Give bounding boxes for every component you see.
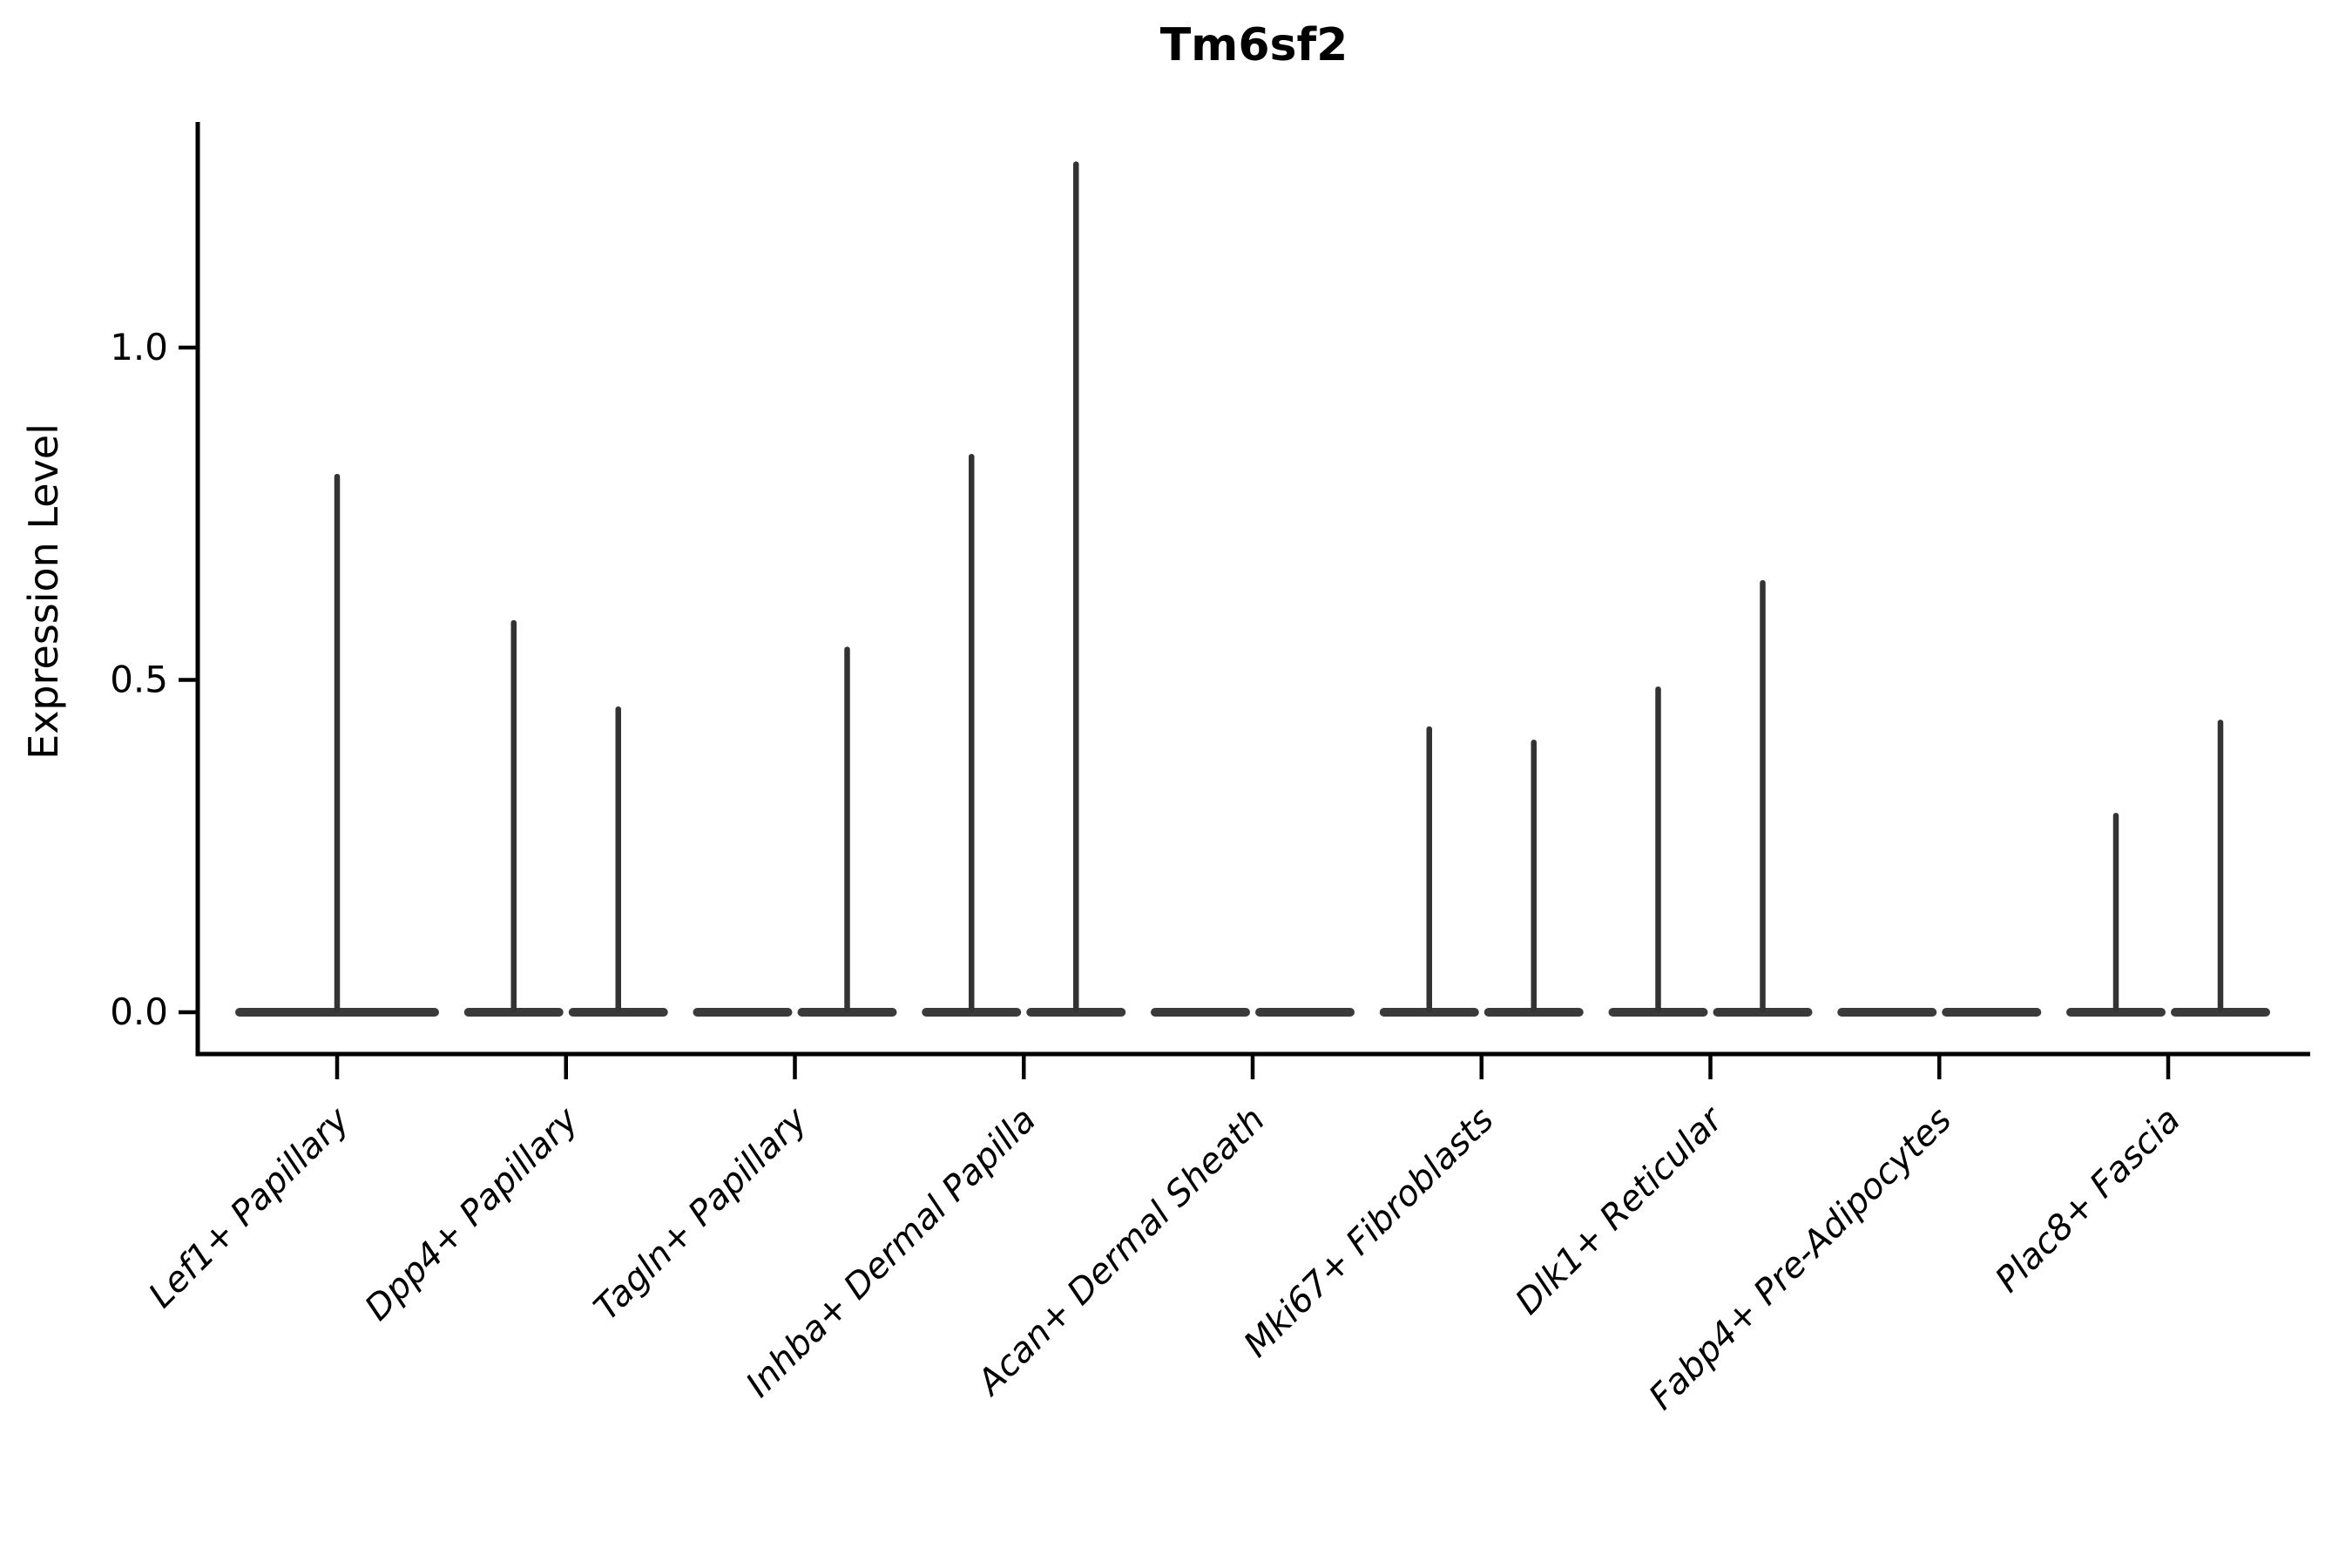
x-tick-label: Plac8+ Fascia bbox=[1988, 1100, 2188, 1301]
violin-spike bbox=[844, 646, 850, 1012]
y-tick-label: 1.0 bbox=[110, 326, 168, 368]
y-tick-label: 0.0 bbox=[110, 990, 168, 1033]
violin-spike bbox=[1655, 686, 1661, 1012]
violin-body bbox=[1942, 1008, 2042, 1017]
violin-body bbox=[1151, 1008, 1250, 1017]
violin-spike bbox=[969, 454, 975, 1012]
x-tick-label: Mki67+ Fibroblasts bbox=[1236, 1100, 1502, 1366]
x-tick-label: Tagln+ Papillary bbox=[586, 1099, 815, 1328]
violin-spike bbox=[510, 619, 517, 1012]
violin-spike bbox=[615, 706, 621, 1012]
violin-spike bbox=[1426, 726, 1432, 1012]
violin-spike bbox=[1531, 740, 1537, 1012]
violin-body bbox=[1255, 1008, 1355, 1017]
violin-spike bbox=[2112, 813, 2119, 1012]
chart-title: Tm6sf2 bbox=[1159, 19, 1348, 71]
y-tick-label: 0.5 bbox=[110, 659, 168, 701]
violin-spike bbox=[1760, 580, 1766, 1012]
violin-body bbox=[1837, 1008, 1937, 1017]
violin-spike bbox=[1073, 161, 1079, 1013]
x-tick-label: Lef1+ Papillary bbox=[141, 1099, 358, 1316]
violin-spike bbox=[334, 473, 341, 1012]
x-tick-label: Dpp4+ Papillary bbox=[357, 1099, 586, 1328]
x-tick-label: Dlk1+ Reticular bbox=[1508, 1098, 1732, 1322]
violin-spike bbox=[2217, 720, 2224, 1012]
violin-body bbox=[693, 1008, 793, 1017]
